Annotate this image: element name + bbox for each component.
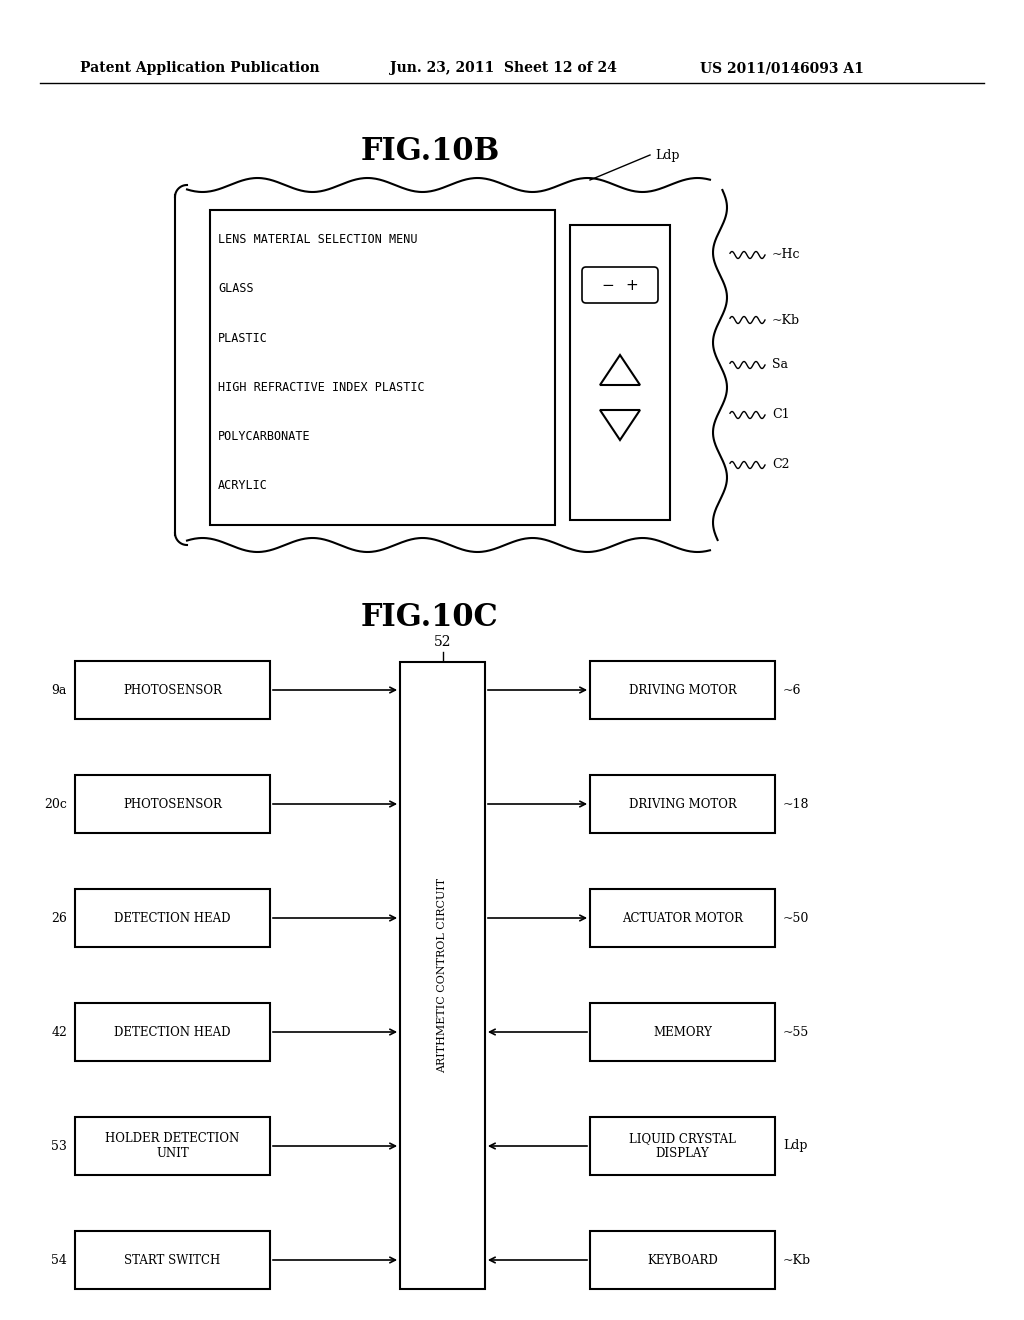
Bar — [175, 185, 720, 545]
Text: DETECTION HEAD: DETECTION HEAD — [115, 912, 230, 924]
Text: C1: C1 — [772, 408, 790, 421]
Text: 26: 26 — [51, 912, 67, 924]
Text: GLASS: GLASS — [218, 282, 254, 296]
Bar — [590, 775, 775, 833]
Text: ~6: ~6 — [783, 684, 802, 697]
Bar — [75, 775, 270, 833]
Text: Jun. 23, 2011  Sheet 12 of 24: Jun. 23, 2011 Sheet 12 of 24 — [390, 61, 616, 75]
Text: ~Kb: ~Kb — [783, 1254, 811, 1266]
Bar — [570, 224, 670, 520]
Text: 42: 42 — [51, 1026, 67, 1039]
Text: 9a: 9a — [51, 684, 67, 697]
Bar — [75, 1003, 270, 1061]
Text: Patent Application Publication: Patent Application Publication — [80, 61, 319, 75]
Text: FIG.10B: FIG.10B — [360, 136, 500, 168]
Bar — [75, 888, 270, 946]
Text: HOLDER DETECTION
UNIT: HOLDER DETECTION UNIT — [105, 1133, 240, 1160]
Text: −: − — [602, 277, 614, 293]
Text: START SWITCH: START SWITCH — [124, 1254, 220, 1266]
Bar — [590, 1232, 775, 1290]
Bar — [210, 210, 555, 525]
Text: US 2011/0146093 A1: US 2011/0146093 A1 — [700, 61, 864, 75]
Text: 53: 53 — [51, 1139, 67, 1152]
Text: DRIVING MOTOR: DRIVING MOTOR — [629, 797, 736, 810]
Bar — [75, 1117, 270, 1175]
Text: POLYCARBONATE: POLYCARBONATE — [218, 430, 310, 444]
Text: +: + — [626, 277, 638, 293]
Text: ~50: ~50 — [783, 912, 809, 924]
Text: Ldp: Ldp — [655, 149, 680, 161]
Text: PHOTOSENSOR: PHOTOSENSOR — [123, 797, 222, 810]
Bar — [590, 1117, 775, 1175]
Text: ~55: ~55 — [783, 1026, 809, 1039]
Text: FIG.10C: FIG.10C — [361, 602, 499, 634]
Bar — [590, 1003, 775, 1061]
Text: DETECTION HEAD: DETECTION HEAD — [115, 1026, 230, 1039]
Text: MEMORY: MEMORY — [653, 1026, 712, 1039]
Text: KEYBOARD: KEYBOARD — [647, 1254, 718, 1266]
FancyBboxPatch shape — [582, 267, 658, 304]
Text: Ldp: Ldp — [783, 1139, 808, 1152]
Text: ~18: ~18 — [783, 797, 810, 810]
Text: ACTUATOR MOTOR: ACTUATOR MOTOR — [622, 912, 743, 924]
Text: PHOTOSENSOR: PHOTOSENSOR — [123, 684, 222, 697]
Text: C2: C2 — [772, 458, 790, 471]
Bar — [400, 663, 485, 1290]
Text: 54: 54 — [51, 1254, 67, 1266]
Bar — [75, 1232, 270, 1290]
Text: ~Hc: ~Hc — [772, 248, 801, 261]
Text: ACRYLIC: ACRYLIC — [218, 479, 268, 492]
Bar — [590, 661, 775, 719]
Text: 20c: 20c — [44, 797, 67, 810]
Text: LIQUID CRYSTAL
DISPLAY: LIQUID CRYSTAL DISPLAY — [629, 1133, 736, 1160]
Text: DRIVING MOTOR: DRIVING MOTOR — [629, 684, 736, 697]
Bar — [75, 661, 270, 719]
Text: ~Kb: ~Kb — [772, 314, 800, 326]
Text: HIGH REFRACTIVE INDEX PLASTIC: HIGH REFRACTIVE INDEX PLASTIC — [218, 380, 425, 393]
Text: Sa: Sa — [772, 359, 788, 371]
Bar — [590, 888, 775, 946]
Text: LENS MATERIAL SELECTION MENU: LENS MATERIAL SELECTION MENU — [218, 234, 418, 247]
Text: 52: 52 — [434, 635, 452, 649]
Text: ARITHMETIC CONTROL CIRCUIT: ARITHMETIC CONTROL CIRCUIT — [437, 878, 447, 1073]
Text: PLASTIC: PLASTIC — [218, 331, 268, 345]
